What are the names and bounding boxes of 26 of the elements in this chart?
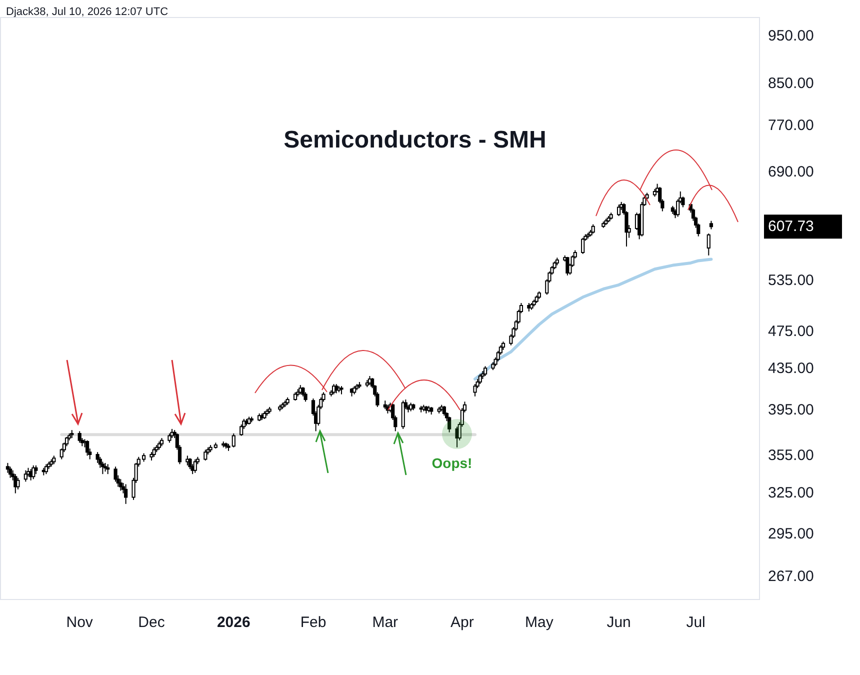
- text: Semiconductors - SMH: [284, 126, 546, 154]
- y-tick-label: 850.00: [768, 74, 814, 92]
- x-tick-label: Jun: [606, 614, 631, 632]
- y-tick-label: 950.00: [768, 27, 814, 44]
- annotation: Oops!: [432, 454, 472, 471]
- x-tick-label: Jul: [686, 614, 706, 632]
- y-tick-label: 267.00: [768, 568, 814, 586]
- x-tick-label: Nov: [66, 614, 94, 632]
- y-tick-label: 295.00: [768, 526, 814, 543]
- y-tick-label: 770.00: [768, 116, 814, 134]
- x-tick-label: Dec: [138, 614, 166, 632]
- x-tick-label: 2026: [216, 614, 250, 632]
- y-tick-label: 535.00: [768, 272, 814, 290]
- x-tick-label: Apr: [450, 614, 474, 632]
- candlestick: [106, 464, 110, 475]
- y-tick-label: 690.00: [768, 164, 814, 181]
- y-tick-label: 355.00: [768, 446, 814, 464]
- x-tick-label: Feb: [300, 614, 326, 632]
- x-tick-label: May: [525, 614, 554, 632]
- y-tick-label: 395.00: [768, 401, 814, 418]
- y-tick-label: 607.73: [768, 218, 814, 235]
- x-tick-label: Mar: [372, 614, 398, 632]
- y-tick-label: 325.00: [768, 484, 814, 502]
- y-tick-label: 475.00: [768, 322, 814, 340]
- annotation: Djack38, Jul 10, 2026 12:07 UTC: [6, 6, 168, 18]
- y-tick-label: 435.00: [768, 360, 814, 378]
